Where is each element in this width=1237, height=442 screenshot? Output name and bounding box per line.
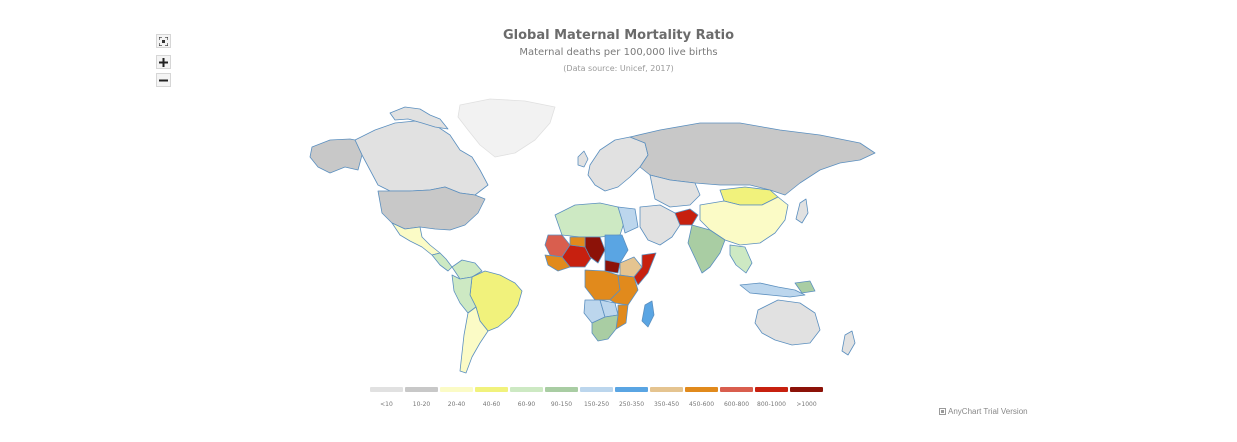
legend-swatch	[475, 387, 508, 392]
country-uk[interactable]	[577, 150, 589, 168]
country-somalia[interactable]	[633, 252, 657, 286]
legend-label: 150-250	[583, 401, 610, 408]
trial-version-credit[interactable]: AnyChart Trial Version	[939, 407, 1028, 416]
legend-swatch	[545, 387, 578, 392]
legend-label: 350-450	[653, 401, 680, 408]
country-central-america[interactable]	[431, 252, 453, 272]
legend-label: 10-20	[412, 401, 431, 408]
color-legend: <10 10-20 20-40 40-60 60-90 90-150 150-2…	[370, 387, 825, 408]
country-canada-islands[interactable]	[389, 106, 449, 130]
legend-swatch	[720, 387, 753, 392]
legend-label: 40-60	[482, 401, 501, 408]
legend-swatch	[685, 387, 718, 392]
country-indonesia[interactable]	[739, 282, 806, 298]
country-mozambique[interactable]	[615, 304, 629, 330]
legend-label: 800-1000	[757, 401, 786, 408]
country-russia[interactable]	[629, 122, 876, 196]
legend-label: 60-90	[517, 401, 536, 408]
legend-item[interactable]: 60-90	[510, 387, 543, 408]
fit-screen-icon	[159, 36, 168, 46]
legend-item[interactable]: >1000	[790, 387, 823, 408]
legend-label: 600-800	[723, 401, 750, 408]
country-india[interactable]	[687, 224, 726, 274]
region-middle-east[interactable]	[639, 204, 681, 246]
world-map[interactable]	[300, 95, 880, 380]
chart-logo-icon	[939, 408, 946, 415]
legend-swatch	[405, 387, 438, 392]
country-afghanistan[interactable]	[674, 208, 699, 226]
legend-swatch	[370, 387, 403, 392]
legend-label: 450-600	[688, 401, 715, 408]
legend-item[interactable]: 250-350	[615, 387, 648, 408]
country-canada[interactable]	[354, 120, 489, 196]
country-southern-africa[interactable]	[591, 314, 619, 342]
legend-label: >1000	[796, 401, 817, 408]
country-egypt[interactable]	[617, 206, 639, 234]
legend-swatch	[615, 387, 648, 392]
legend-label: 90-150	[550, 401, 573, 408]
legend-item[interactable]: 20-40	[440, 387, 473, 408]
data-source-note: (Data source: Unicef, 2017)	[563, 64, 674, 73]
chart-title: Global Maternal Mortality Ratio	[502, 28, 735, 43]
region-europe[interactable]	[587, 136, 649, 192]
legend-item[interactable]: 90-150	[545, 387, 578, 408]
chart-subtitle: Maternal deaths per 100,000 live births	[519, 47, 718, 58]
legend-item[interactable]: 40-60	[475, 387, 508, 408]
country-madagascar[interactable]	[641, 300, 655, 328]
legend-label: 20-40	[447, 401, 466, 408]
country-kenya-tanzania[interactable]	[609, 274, 639, 306]
legend-item[interactable]: 350-450	[650, 387, 683, 408]
legend-swatch	[650, 387, 683, 392]
legend-label: 250-350	[618, 401, 645, 408]
country-south-sudan[interactable]	[604, 259, 621, 274]
country-west-coast[interactable]	[544, 254, 571, 272]
legend-item[interactable]: 150-250	[580, 387, 613, 408]
legend-swatch	[755, 387, 788, 392]
legend-swatch	[510, 387, 543, 392]
country-niger[interactable]	[569, 236, 586, 248]
minus-icon	[159, 79, 168, 81]
zoom-out-button[interactable]	[156, 73, 171, 87]
country-greenland[interactable]	[457, 98, 556, 158]
legend-swatch	[580, 387, 613, 392]
plus-icon	[159, 57, 168, 67]
country-papua[interactable]	[794, 280, 816, 294]
legend-label: <10	[380, 401, 393, 408]
credit-label: AnyChart Trial Version	[948, 407, 1028, 416]
country-argentina[interactable]	[459, 306, 489, 374]
country-sudan[interactable]	[604, 234, 629, 264]
country-australia[interactable]	[754, 299, 821, 346]
region-north-africa[interactable]	[554, 202, 626, 238]
country-alaska[interactable]	[309, 138, 363, 174]
legend-item[interactable]: 10-20	[405, 387, 438, 408]
legend-item[interactable]: <10	[370, 387, 403, 408]
legend-item[interactable]: 800-1000	[755, 387, 788, 408]
legend-item[interactable]: 600-800	[720, 387, 753, 408]
legend-item[interactable]: 450-600	[685, 387, 718, 408]
zoom-in-button[interactable]	[156, 55, 171, 69]
country-kazakhstan[interactable]	[649, 174, 701, 208]
country-new-zealand[interactable]	[841, 330, 856, 356]
region-southeast-asia[interactable]	[729, 244, 753, 274]
country-japan[interactable]	[795, 198, 809, 224]
legend-swatch	[440, 387, 473, 392]
legend-swatch	[790, 387, 823, 392]
fit-screen-button[interactable]	[156, 34, 171, 48]
